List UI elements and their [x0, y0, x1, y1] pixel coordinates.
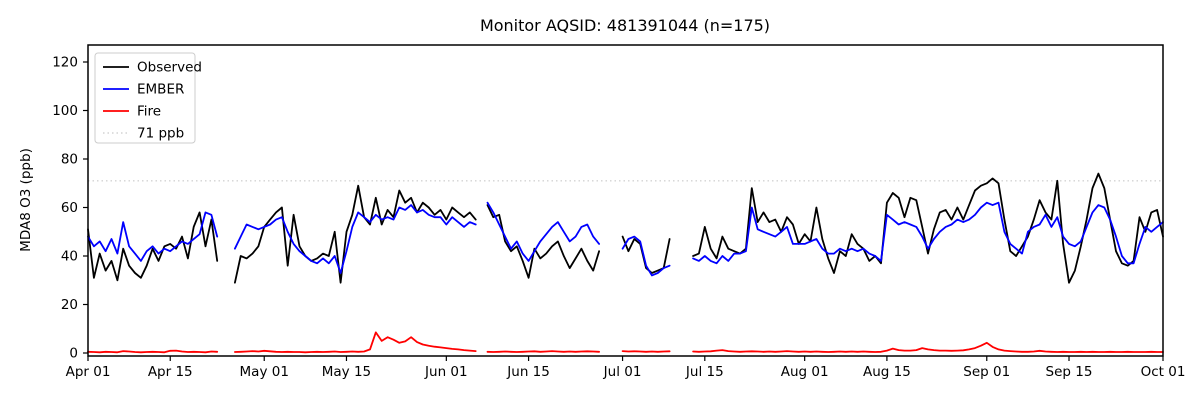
- legend: Observed EMBER Fire 71 ppb: [94, 52, 202, 144]
- legend-item-ember: EMBER: [103, 82, 184, 98]
- plot-area: Apr 01 Apr 15 May 01 May 15 Jun 01 Jun 15 Jul …: [52, 55, 1185, 381]
- observed-line: [621, 235, 671, 274]
- observed-line: [233, 184, 477, 284]
- y-tick-label: 80: [61, 152, 78, 168]
- x-tick-label: Oct 01: [1141, 364, 1186, 380]
- plot-border: [87, 44, 1164, 357]
- x-tick-label: Aug 15: [863, 364, 911, 380]
- legend-label-fire: Fire: [137, 104, 161, 120]
- observed-line: [87, 211, 219, 282]
- y-tick-label: 60: [61, 200, 78, 216]
- observed-line: [486, 204, 600, 279]
- legend-label-threshold: 71 ppb: [137, 126, 184, 142]
- fire-line: [692, 341, 1164, 353]
- x-tick-label: Jun 01: [424, 364, 468, 380]
- x-tick-label: Aug 01: [781, 364, 829, 380]
- y-tick-label: 20: [61, 297, 78, 313]
- legend-label-observed: Observed: [137, 60, 202, 76]
- y-axis-label: MDA8 O3 (ppb): [18, 148, 34, 252]
- fire-line: [621, 350, 671, 353]
- x-tick-label: Sep 01: [963, 364, 1010, 380]
- fire-line: [486, 350, 600, 353]
- x-tick-label: Apr 15: [148, 364, 193, 380]
- x-tick-label: Jun 15: [506, 364, 550, 380]
- legend-item-observed: Observed: [103, 60, 202, 76]
- y-tick-label: 40: [61, 249, 78, 265]
- x-tick-label: Apr 01: [66, 364, 111, 380]
- fire-line: [87, 349, 219, 354]
- legend-item-threshold: 71 ppb: [103, 126, 184, 142]
- legend-box: [94, 52, 196, 144]
- ember-line: [233, 204, 477, 274]
- ember-line: [486, 201, 600, 262]
- observed-line: [692, 172, 1164, 284]
- y-tick-label: 100: [52, 103, 78, 119]
- legend-label-ember: EMBER: [137, 82, 184, 98]
- ember-line: [87, 211, 219, 262]
- x-tick-label: Jul 15: [685, 364, 724, 380]
- fire-line: [233, 331, 477, 354]
- legend-item-fire: Fire: [103, 104, 161, 120]
- y-tick-label: 120: [52, 55, 78, 71]
- x-tick-label: Sep 15: [1046, 364, 1093, 380]
- x-tick-label: May 01: [240, 364, 289, 380]
- chart-title: Monitor AQSID: 481391044 (n=175): [480, 16, 770, 35]
- y-tick-label: 0: [69, 346, 78, 362]
- ember-line: [621, 235, 671, 277]
- x-tick-label: Jul 01: [603, 364, 642, 380]
- ember-line: [692, 201, 1164, 265]
- x-tick-label: May 15: [322, 364, 371, 380]
